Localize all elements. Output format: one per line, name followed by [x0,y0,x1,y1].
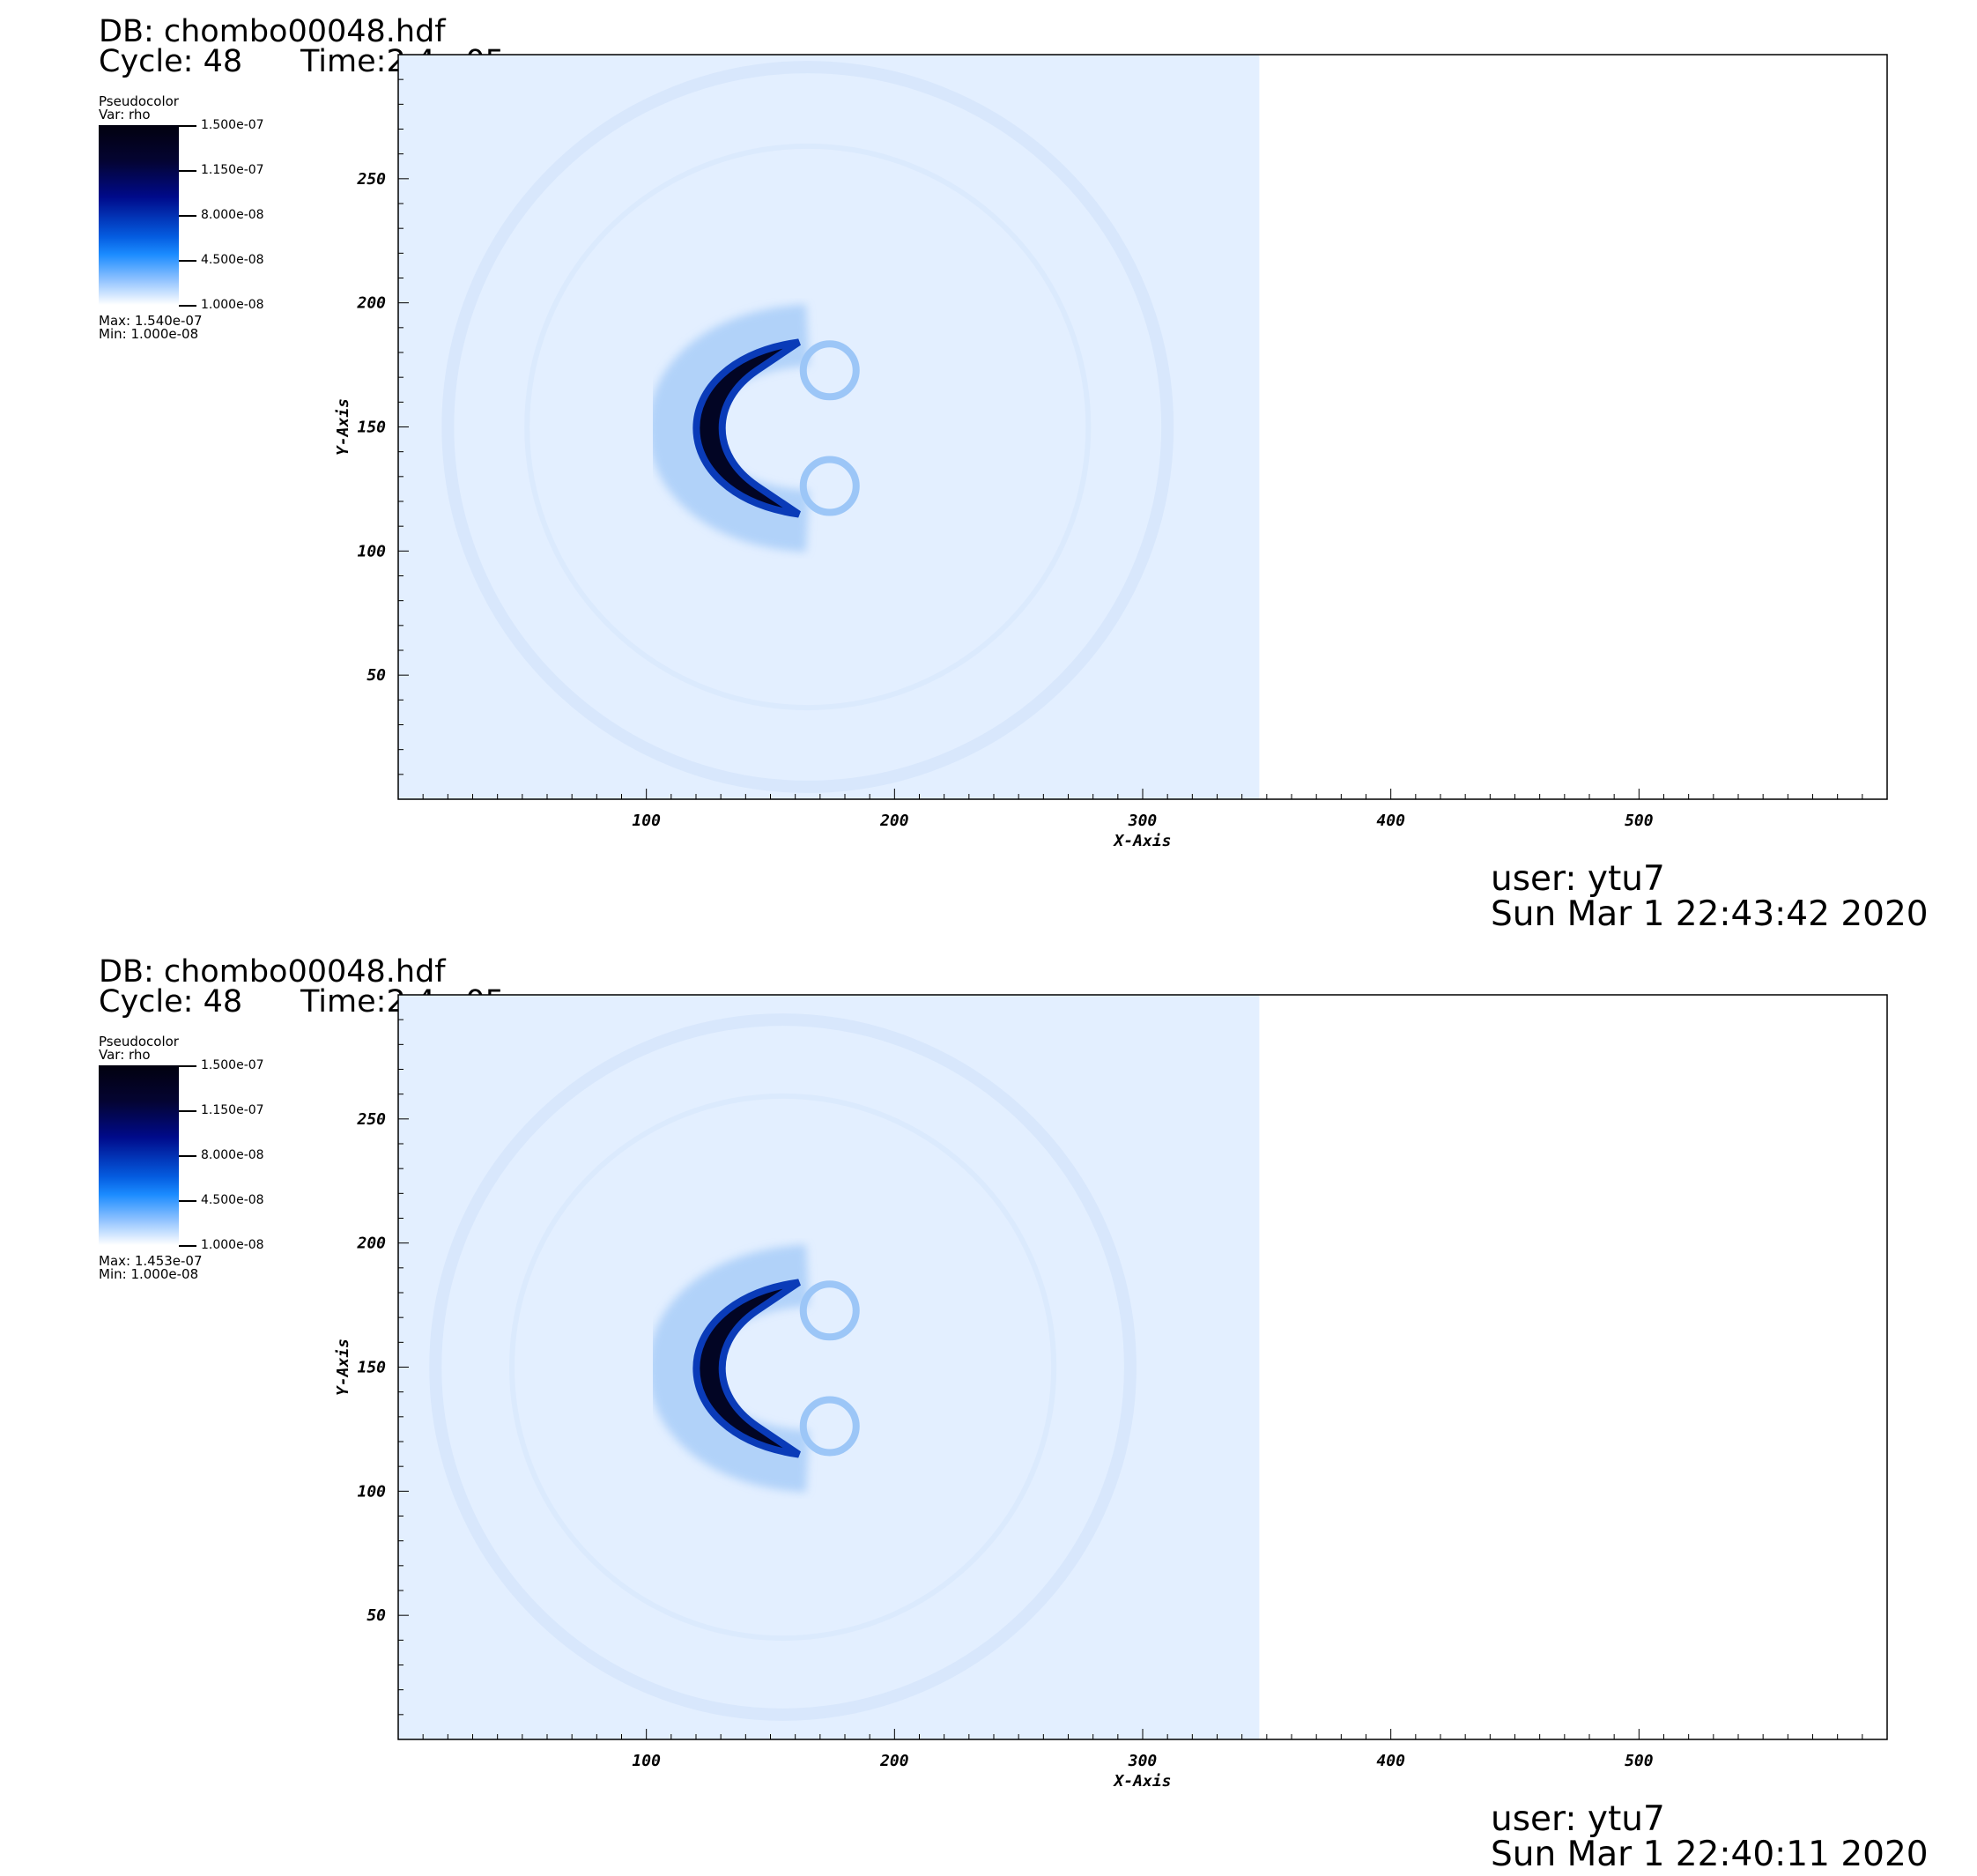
arc-halo [648,304,811,552]
y-tick-label: 50 [367,666,386,685]
heatmap-plot: 100 200 300 400 500 50 100 150 200 250 X-Axis Y-Axi… [334,994,1888,1791]
y-tick-label: 100 [357,542,386,560]
vortex-bottom [799,456,860,516]
y-axis-label: Y-Axis [334,1338,352,1396]
y-axis-label: Y-Axis [334,398,352,456]
colorbar-tick-mark [179,215,196,217]
dense-arc [692,338,801,518]
x-tick-label: 300 [1128,1752,1158,1770]
minor-ticks [398,78,1863,799]
y-tick-label: 200 [356,1235,386,1253]
user-label: user: ytu7 [1491,1799,1665,1839]
y-tick-label: 250 [356,170,386,189]
legend-var: Var: rho [99,1047,151,1063]
date-label: Sun Mar 1 22:43:42 2020 [1491,894,1929,934]
y-tick-label: 200 [356,294,386,313]
x-tick-label: 100 [632,812,661,830]
colorbar-tick-label: 8.000e-08 [201,208,264,222]
vortex-top [799,1280,860,1341]
colorbar-tick-label: 1.500e-07 [201,118,264,132]
x-tick-label: 500 [1625,1752,1654,1770]
colorbar-tick-mark [179,1065,196,1067]
arc-halo [648,1244,811,1493]
colorbar [99,125,179,305]
x-tick-label: 200 [879,1752,909,1770]
legend-var: Var: rho [99,107,151,122]
colorbar-tick-label: 1.000e-08 [201,1238,264,1252]
plot-panel-top: DB: chombo00048.hdf Cycle: 48 Time:2.4e-… [0,0,1977,936]
legend-min: Min: 1.000e-08 [99,326,199,342]
vortex-bottom [799,1396,860,1457]
colorbar-tick-label: 1.000e-08 [201,298,264,312]
inner-ring [524,143,1092,711]
db-label: DB: chombo00048.hdf [99,954,446,990]
x-tick-label: 300 [1128,812,1158,830]
heatmap-plot: 100 200 300 400 500 50 100 150 200 250 X-Axis Y-Axi… [334,54,1888,850]
shock-ring [429,1013,1137,1721]
cycle-label: Cycle: 48 [99,44,243,79]
colorbar-tick-mark [179,1110,196,1112]
colorbar-tick-mark [179,260,196,262]
colorbar-tick-mark [179,305,196,307]
x-tick-label: 100 [632,1752,661,1770]
colorbar-tick-mark [179,1155,196,1157]
legend-max: Max: 1.453e-07 [99,1253,203,1269]
legend-max: Max: 1.540e-07 [99,313,203,329]
user-label: user: ytu7 [1491,859,1665,899]
colorbar-tick-label: 4.500e-08 [201,253,264,267]
legend-min: Min: 1.000e-08 [99,1266,199,1282]
y-tick-label: 50 [367,1606,386,1625]
y-tick-label: 100 [357,1482,386,1501]
y-tick-label: 250 [356,1110,386,1129]
dense-arc [692,1279,801,1458]
x-axis-label: X-Axis [1112,1772,1171,1791]
colorbar-tick-mark [179,170,196,172]
x-tick-label: 400 [1376,1752,1405,1770]
x-tick-label: 400 [1376,812,1405,830]
shock-ring [441,61,1174,793]
plot-panel-bottom: DB: chombo00048.hdf Cycle: 48 Time:2.4e-… [0,940,1977,1876]
colorbar-tick-label: 4.500e-08 [201,1193,264,1207]
colorbar-tick-mark [179,1245,196,1247]
cycle-label: Cycle: 48 [99,984,243,1020]
colorbar-tick-mark [179,1200,196,1202]
x-tick-label: 500 [1625,812,1654,830]
colorbar-tick-label: 1.500e-07 [201,1058,264,1072]
colorbar-tick-mark [179,125,196,127]
inner-ring [509,1093,1057,1642]
db-label: DB: chombo00048.hdf [99,14,446,49]
legend-plot-type: Pseudocolor [99,1034,179,1049]
colorbar [99,1065,179,1245]
colorbar-tick-label: 8.000e-08 [201,1148,264,1162]
y-tick-label: 150 [357,419,386,437]
colorbar-tick-label: 1.150e-07 [201,1103,264,1117]
y-tick-label: 150 [357,1359,386,1377]
minor-ticks [398,1019,1863,1739]
x-axis-label: X-Axis [1112,832,1171,850]
legend-plot-type: Pseudocolor [99,93,179,109]
x-tick-label: 200 [879,812,909,830]
colorbar-tick-label: 1.150e-07 [201,163,264,177]
date-label: Sun Mar 1 22:40:11 2020 [1491,1835,1929,1874]
vortex-top [799,340,860,401]
